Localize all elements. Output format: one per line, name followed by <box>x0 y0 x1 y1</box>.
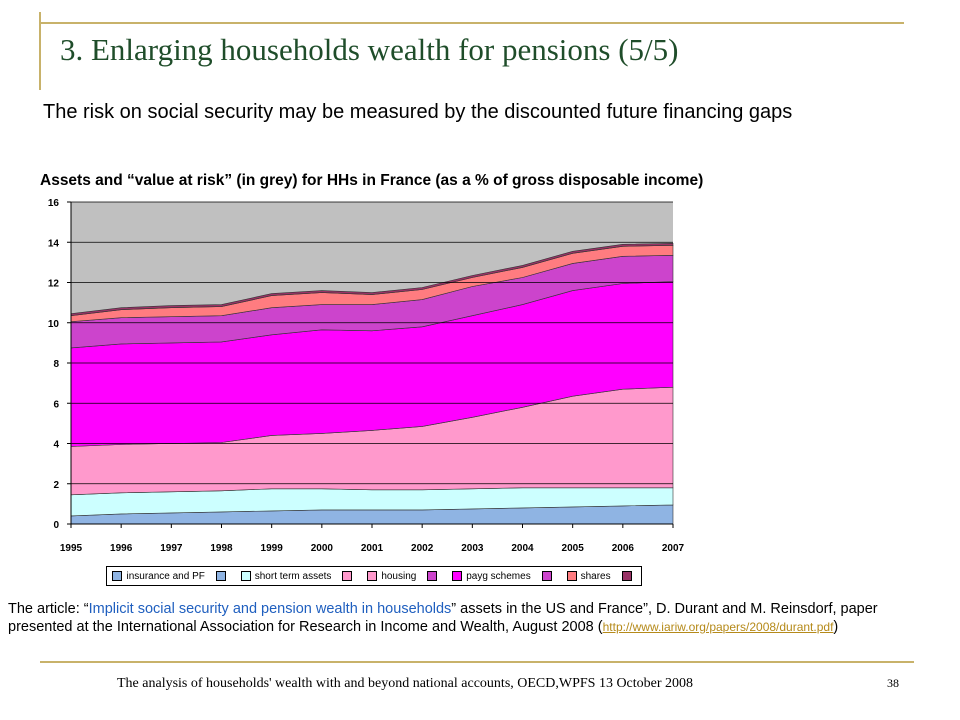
slide-footer: The analysis of households' wealth with … <box>117 676 694 691</box>
legend-label-0: insurance and PF <box>126 570 205 582</box>
legend-item-0: insurance and PF <box>112 570 205 582</box>
y-tick-label-1: 2 <box>53 480 59 491</box>
y-tick-label-6: 12 <box>48 279 60 290</box>
stacked-area-chart: 0 2 4 6 8 10 12 14 16 1995 1996 1997 1998 1999 2000 200… <box>48 198 685 554</box>
y-tick-label-4: 8 <box>53 359 59 370</box>
x-tick-label-5: 2000 <box>311 543 334 554</box>
legend-swatch-9 <box>621 571 632 581</box>
slide-subtitle: The risk on social security may be measu… <box>43 101 793 123</box>
x-tick-label-8: 2003 <box>461 543 484 554</box>
legend-swatch-5 <box>427 571 438 581</box>
x-tick-label-6: 2001 <box>361 543 384 554</box>
legend-item-6: payg schemes <box>452 570 531 582</box>
x-tick-label-7: 2002 <box>411 543 434 554</box>
y-tick-label-0: 0 <box>53 520 59 531</box>
article-suffix: ) <box>833 619 839 635</box>
x-tick-label-10: 2005 <box>562 543 585 554</box>
frame-top-line <box>40 22 904 24</box>
x-tick-label-12: 2007 <box>662 543 685 554</box>
legend-swatch-3 <box>342 571 353 581</box>
chart-title: Assets and “value at risk” (in grey) for… <box>40 172 704 189</box>
page-number: 38 <box>887 676 899 690</box>
article-url-link[interactable]: http://www.iariw.org/papers/2008/durant.… <box>602 620 834 634</box>
article-prefix: The article: “ <box>8 601 89 617</box>
legend-item-5 <box>427 571 441 581</box>
legend-item-3 <box>342 571 356 581</box>
legend-swatch-1 <box>215 571 226 581</box>
x-tick-label-11: 2006 <box>612 543 635 554</box>
frame-left-line <box>39 12 41 90</box>
slide-title: 3. Enlarging households wealth for pensi… <box>60 32 679 67</box>
x-tick-label-3: 1998 <box>210 543 233 554</box>
legend-swatch-7 <box>541 571 552 581</box>
legend-swatch-6 <box>452 571 463 581</box>
chart-legend: insurance and PF short term assets housing… <box>106 566 642 586</box>
legend-label-2: short term assets <box>254 570 332 582</box>
x-tick-label-0: 1995 <box>60 543 83 554</box>
y-tick-label-8: 16 <box>48 198 60 209</box>
legend-item-4: housing <box>367 571 416 582</box>
y-tick-label-3: 6 <box>53 399 59 410</box>
legend-swatch-8 <box>566 571 577 581</box>
x-tick-label-2: 1997 <box>160 543 183 554</box>
legend-item-1 <box>215 571 230 581</box>
legend-swatch-4 <box>367 571 378 581</box>
article-middle: ” assets in the US and France”, D. Duran… <box>8 601 878 635</box>
legend-item-7 <box>541 571 556 581</box>
legend-swatch-0 <box>112 571 123 581</box>
y-tick-label-2: 4 <box>53 440 59 451</box>
frame-bottom-line <box>40 661 914 663</box>
legend-item-9 <box>621 571 636 581</box>
y-tick-label-7: 14 <box>48 238 60 249</box>
legend-label-8: shares <box>580 570 611 582</box>
legend-swatch-2 <box>240 571 251 581</box>
series-area-6 <box>70 242 674 317</box>
article-title-link[interactable]: Implicit social security and pension wea… <box>88 601 452 617</box>
article-reference: The article: “Implicit social security a… <box>8 600 933 636</box>
legend-label-4: housing <box>381 570 417 582</box>
legend-label-6: payg schemes <box>466 570 531 582</box>
x-tick-label-9: 2004 <box>511 543 534 554</box>
legend-item-2: short term assets <box>240 570 332 582</box>
x-tick-label-4: 1999 <box>261 543 284 554</box>
y-tick-label-5: 10 <box>48 319 60 330</box>
legend-item-8: shares <box>566 570 611 582</box>
x-tick-label-1: 1996 <box>110 543 133 554</box>
